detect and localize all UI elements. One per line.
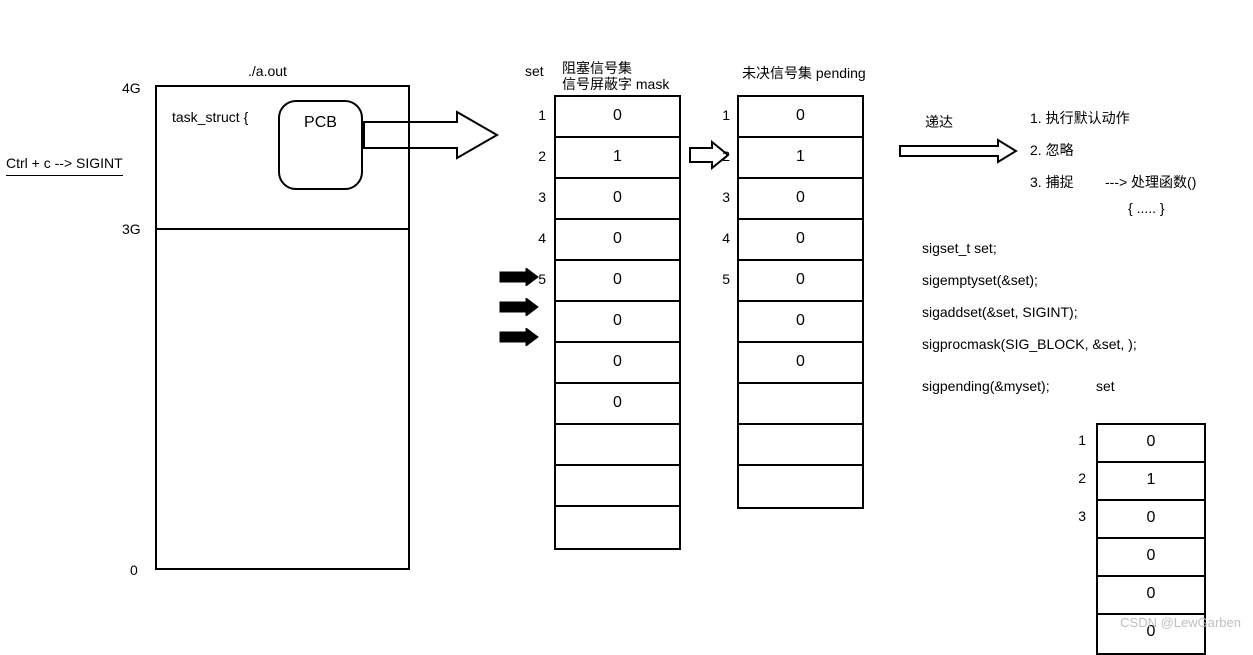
set-label: set: [525, 63, 544, 79]
mask-cell: [556, 507, 679, 548]
set-cell: 0: [1098, 501, 1204, 539]
pending-cell: 0: [739, 261, 862, 302]
set-cell: 1: [1098, 463, 1204, 501]
mask-idx-2: 2: [526, 148, 546, 164]
action-2: 2. 忽略: [1030, 140, 1074, 160]
actions-header: 递达: [925, 112, 953, 132]
pending-idx-2: 2: [710, 148, 730, 164]
arrow-small-2: [498, 298, 540, 316]
mask-cell: 0: [556, 343, 679, 384]
pending-idx-1: 1: [710, 107, 730, 123]
set-cell: 0: [1098, 425, 1204, 463]
action-1: 1. 执行默认动作: [1030, 108, 1130, 128]
code-l5: sigpending(&myset);: [922, 378, 1050, 394]
pending-idx-5: 5: [710, 271, 730, 287]
action-3c: { ..... }: [1128, 200, 1165, 216]
pending-idx-3: 3: [710, 189, 730, 205]
pending-cell: 0: [739, 302, 862, 343]
mem-4g: 4G: [122, 80, 141, 96]
pending-idx-4: 4: [710, 230, 730, 246]
pending-title: 未决信号集 pending: [742, 63, 866, 83]
pending-cell: [739, 384, 862, 425]
action-3: 3. 捕捉: [1030, 172, 1074, 192]
arrow-pending-to-actions: [898, 136, 1018, 166]
pending-cell: 0: [739, 97, 862, 138]
arrow-small-3: [498, 328, 540, 346]
mask-cell: [556, 466, 679, 507]
set-idx-2: 2: [1066, 470, 1086, 486]
mask-cell: 0: [556, 97, 679, 138]
code-l4: sigprocmask(SIG_BLOCK, &set, );: [922, 336, 1137, 352]
set-cell: 0: [1098, 539, 1204, 577]
memory-title: ./a.out: [248, 63, 287, 79]
mask-cell: 0: [556, 302, 679, 343]
memory-divider: [155, 228, 410, 230]
mem-0: 0: [130, 562, 138, 578]
code-l3: sigaddset(&set, SIGINT);: [922, 304, 1078, 320]
pcb-box: PCB: [278, 100, 363, 190]
set-cell: 0: [1098, 577, 1204, 615]
task-struct-label: task_struct {: [172, 109, 248, 125]
pending-cell: 0: [739, 179, 862, 220]
mask-cell: 0: [556, 179, 679, 220]
set-table-label: set: [1096, 378, 1115, 394]
set-idx-1: 1: [1066, 432, 1086, 448]
mask-cell: [556, 425, 679, 466]
pending-table: 0 1 0 0 0 0 0: [737, 95, 864, 509]
ctrl-c-sigint: Ctrl + c --> SIGINT: [6, 155, 123, 176]
mask-cell: 1: [556, 138, 679, 179]
mask-table: 0 1 0 0 0 0 0 0: [554, 95, 681, 550]
pending-cell: [739, 466, 862, 507]
code-l1: sigset_t set;: [922, 240, 997, 256]
action-3b: ---> 处理函数(): [1105, 172, 1196, 192]
watermark: CSDN @LewGarben: [1120, 615, 1241, 630]
mask-idx-4: 4: [526, 230, 546, 246]
mask-cell: 0: [556, 384, 679, 425]
mask-idx-3: 3: [526, 189, 546, 205]
pending-cell: 0: [739, 343, 862, 384]
mem-3g: 3G: [122, 221, 141, 237]
mask-cell: 0: [556, 261, 679, 302]
mask-cell: 0: [556, 220, 679, 261]
pending-cell: 1: [739, 138, 862, 179]
arrow-pcb-to-mask: [362, 110, 502, 160]
pending-cell: 0: [739, 220, 862, 261]
arrow-small-1: [498, 268, 540, 286]
pcb-label: PCB: [304, 114, 337, 131]
mask-title2: 信号屏蔽字 mask: [562, 74, 669, 94]
code-l2: sigemptyset(&set);: [922, 272, 1038, 288]
pending-cell: [739, 425, 862, 466]
set-idx-3: 3: [1066, 508, 1086, 524]
mask-idx-1: 1: [526, 107, 546, 123]
